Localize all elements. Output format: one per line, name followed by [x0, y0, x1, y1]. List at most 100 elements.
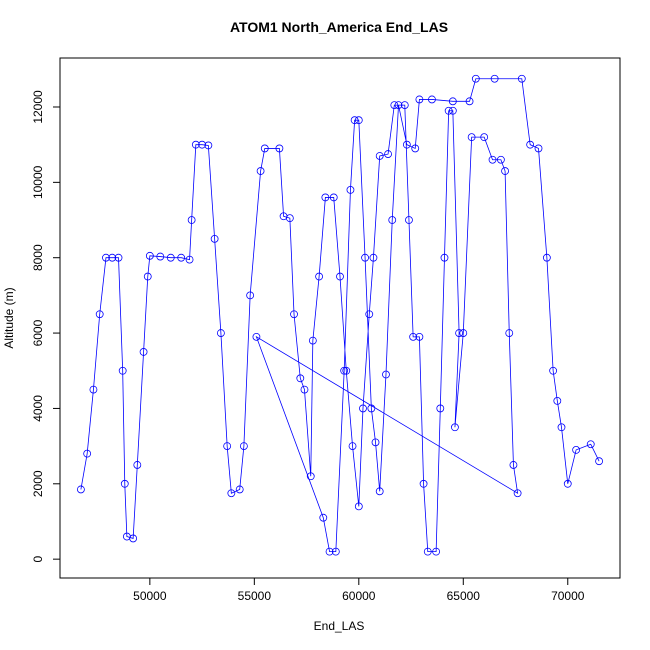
point	[156, 252, 165, 261]
point	[448, 97, 457, 106]
point	[402, 140, 411, 149]
point	[490, 74, 499, 83]
x-tick-label: 60000	[342, 589, 376, 603]
point	[423, 547, 432, 556]
point	[166, 253, 175, 262]
point	[513, 489, 522, 498]
point	[308, 336, 317, 345]
point	[329, 193, 338, 202]
point	[411, 144, 420, 153]
point	[342, 366, 351, 375]
point	[102, 253, 110, 262]
point	[198, 140, 206, 149]
point	[331, 547, 340, 556]
point	[415, 95, 424, 104]
point	[252, 332, 261, 341]
point	[394, 101, 403, 110]
point	[239, 442, 248, 451]
point	[114, 253, 123, 262]
point	[480, 133, 489, 142]
point	[428, 95, 436, 104]
point	[133, 461, 142, 469]
point	[227, 489, 236, 498]
point	[350, 116, 359, 125]
point	[285, 214, 294, 223]
point	[384, 150, 392, 158]
chart-title: ATOM1 North_America End_LAS	[230, 19, 448, 35]
point	[235, 485, 244, 494]
point	[275, 144, 284, 153]
point	[325, 547, 334, 556]
point	[419, 479, 428, 488]
point	[586, 440, 595, 449]
point	[246, 291, 255, 300]
point	[315, 272, 324, 281]
point	[210, 234, 219, 243]
point	[187, 216, 196, 224]
flight-line	[80, 78, 600, 553]
point	[501, 167, 509, 175]
point	[191, 140, 200, 149]
point	[440, 253, 449, 262]
x-tick-label: 55000	[238, 589, 272, 603]
point	[300, 385, 309, 394]
point	[542, 253, 551, 262]
point	[365, 310, 374, 319]
point	[336, 272, 344, 281]
point	[95, 310, 104, 319]
point	[595, 457, 604, 466]
point	[526, 140, 535, 149]
point	[549, 366, 558, 375]
point	[260, 144, 269, 153]
point	[444, 106, 453, 115]
point	[436, 404, 445, 413]
point	[415, 332, 424, 341]
point	[340, 366, 349, 375]
point	[405, 216, 413, 224]
y-tick-label: 12000	[31, 90, 45, 124]
point	[321, 193, 330, 202]
point	[505, 329, 514, 337]
y-tick-label: 6000	[31, 319, 45, 346]
point	[390, 101, 399, 110]
point	[296, 374, 305, 383]
point	[369, 253, 378, 262]
point	[223, 442, 232, 451]
point	[557, 423, 566, 432]
point	[388, 216, 397, 224]
point	[409, 332, 418, 341]
y-axis-label: Altitude (m)	[2, 287, 16, 348]
x-axis-label: End_LAS	[314, 619, 365, 633]
point	[319, 513, 328, 522]
point	[465, 97, 474, 106]
point	[306, 472, 315, 481]
point	[256, 167, 265, 175]
point	[455, 329, 464, 337]
point	[451, 423, 459, 432]
point	[367, 404, 376, 413]
point	[375, 152, 384, 160]
point	[177, 253, 186, 262]
point	[448, 106, 457, 115]
y-tick-label: 0	[31, 556, 45, 563]
point	[459, 329, 468, 337]
point	[382, 370, 390, 379]
plot-frame	[59, 57, 621, 579]
point	[120, 479, 129, 488]
point	[290, 310, 298, 319]
point	[129, 534, 138, 543]
point	[83, 449, 92, 458]
point	[204, 141, 213, 150]
point	[471, 74, 480, 83]
point	[118, 366, 127, 375]
point	[517, 74, 526, 83]
point	[371, 438, 380, 447]
point	[348, 442, 357, 451]
point	[509, 461, 518, 469]
point	[108, 253, 117, 262]
point	[553, 396, 562, 405]
point	[354, 502, 363, 511]
point	[432, 547, 441, 556]
point	[496, 155, 505, 164]
